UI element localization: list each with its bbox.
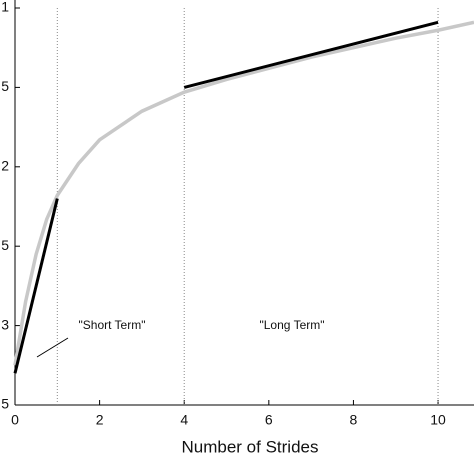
leader-line (36, 337, 69, 358)
y-tick-label: 5 (1, 396, 9, 412)
y-tick-label: 5 (1, 237, 9, 253)
x-axis-label: Number of Strides (182, 437, 319, 456)
x-tick-label: 0 (11, 412, 19, 428)
fit-line (13, 198, 59, 374)
annotation: "Short Term" (79, 318, 146, 332)
x-tick-label: 2 (96, 412, 104, 428)
y-tick-label: 3 (1, 316, 9, 332)
x-tick-label: 8 (350, 412, 358, 428)
annotation: "Long Term" (260, 318, 325, 332)
x-tick-label: 4 (180, 412, 188, 428)
fit-line (183, 20, 439, 89)
x-tick-label: 6 (265, 412, 273, 428)
curve (13, 20, 474, 366)
y-tick-label: 1 (1, 0, 9, 15)
y-tick-label: 5 (1, 78, 9, 94)
x-tick-label: 10 (430, 412, 446, 428)
y-tick-label: 2 (1, 158, 9, 174)
